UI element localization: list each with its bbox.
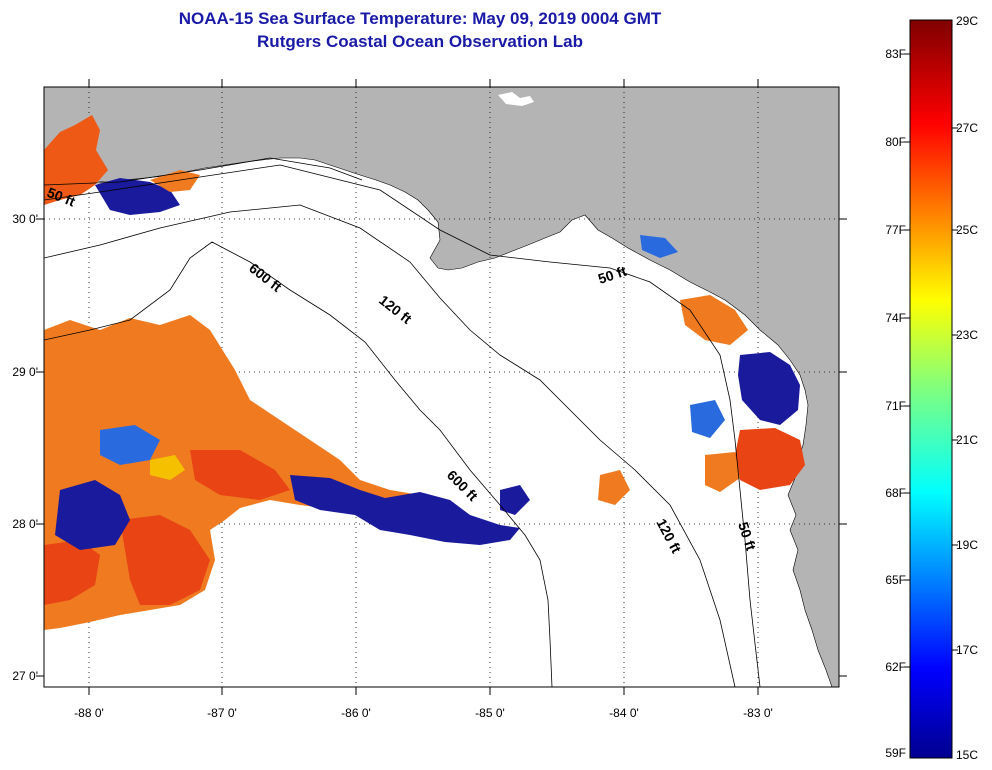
colorbar-label-74f: 74F: [885, 311, 906, 325]
colorbar-label-15c: 15C: [956, 748, 979, 762]
lon-label-88: -88 0': [74, 706, 104, 720]
colorbar-label-71f: 71F: [885, 399, 906, 413]
lat-label-30: 30 0': [12, 212, 38, 226]
lat-label-29: 29 0': [12, 365, 38, 379]
lat-label-27: 27 0': [12, 669, 38, 683]
lon-label-84: -84 0': [609, 706, 639, 720]
offshore-island: [498, 92, 534, 106]
colorbar-label-68f: 68F: [885, 486, 906, 500]
colorbar-label-59f: 59F: [885, 746, 906, 760]
colorbar-label-17c: 17C: [956, 643, 979, 657]
lon-label-83: -83 0': [743, 706, 773, 720]
lon-label-86: -86 0': [341, 706, 371, 720]
colorbar-label-65f: 65F: [885, 573, 906, 587]
colorbar-label-23c: 23C: [956, 328, 979, 342]
axis-ticks: [36, 79, 847, 695]
isobath-lines: [44, 157, 761, 687]
colorbar-label-27c: 27C: [956, 121, 979, 135]
map-frame: [43, 86, 840, 688]
colorbar-ticks: [904, 53, 958, 668]
colorbar-label-80f: 80F: [885, 135, 906, 149]
colorbar-label-83f: 83F: [885, 47, 906, 61]
colorbar-label-25c: 25C: [956, 223, 979, 237]
lat-label-28: 28 0': [12, 517, 38, 531]
colorbar-label-29c: 29C: [956, 14, 979, 28]
colorbar-label-77f: 77F: [885, 223, 906, 237]
sst-data: [44, 115, 805, 630]
map-subtitle: Rutgers Coastal Ocean Observation Lab: [257, 32, 583, 51]
colorbar-label-21c: 21C: [956, 433, 979, 447]
map-title: NOAA-15 Sea Surface Temperature: May 09,…: [178, 9, 662, 28]
colorbar-label-62f: 62F: [885, 660, 906, 674]
lon-label-85: -85 0': [475, 706, 505, 720]
lon-label-87: -87 0': [207, 706, 237, 720]
colorbar-label-19c: 19C: [956, 538, 979, 552]
colorbar: [909, 19, 953, 759]
